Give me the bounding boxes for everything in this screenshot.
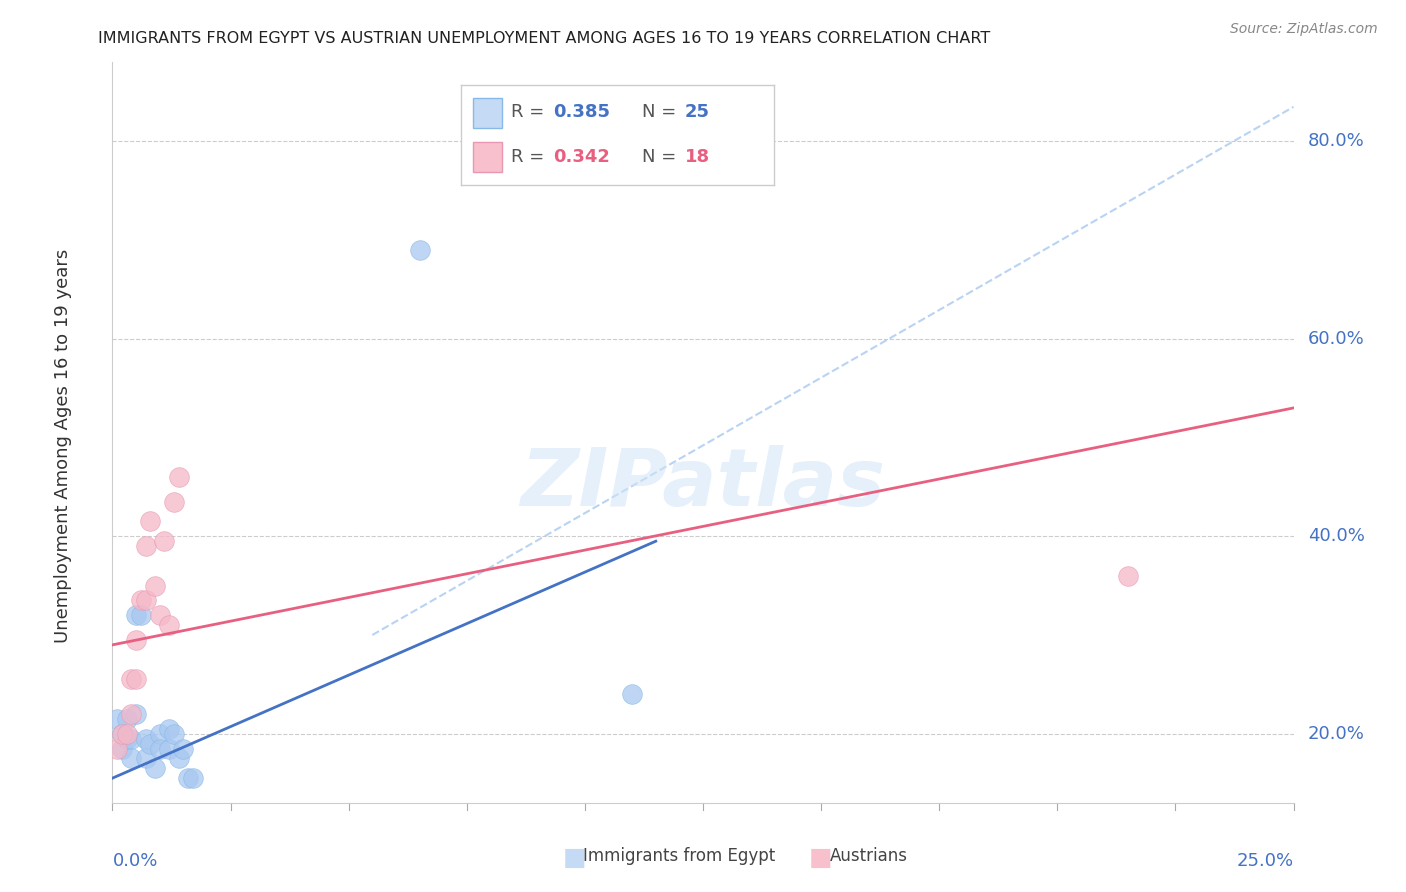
Point [115, 727, 138, 741]
Point [1116, 568, 1139, 582]
Point [111, 727, 134, 741]
Point [143, 761, 166, 775]
Point [149, 608, 172, 623]
Point [120, 731, 142, 746]
Text: 80.0%: 80.0% [1308, 132, 1364, 151]
Point [125, 632, 148, 647]
Text: 20.0%: 20.0% [1308, 724, 1365, 743]
Point [181, 771, 204, 785]
Point [115, 712, 138, 726]
Point [135, 731, 157, 746]
Text: ■: ■ [562, 847, 586, 870]
Point [125, 673, 148, 687]
Point [135, 751, 157, 765]
Text: ■: ■ [808, 847, 832, 870]
Point [167, 470, 190, 484]
Point [120, 751, 142, 765]
Point [120, 673, 142, 687]
Point [129, 593, 152, 607]
Point [177, 771, 200, 785]
Point [408, 243, 430, 257]
Point [135, 593, 157, 607]
Point [157, 618, 180, 632]
Text: IMMIGRANTS FROM EGYPT VS AUSTRIAN UNEMPLOYMENT AMONG AGES 16 TO 19 YEARS CORRELA: IMMIGRANTS FROM EGYPT VS AUSTRIAN UNEMPL… [98, 31, 991, 46]
Point [139, 737, 162, 751]
Point [111, 727, 134, 741]
Point [172, 741, 194, 756]
Text: ZIPatlas: ZIPatlas [520, 445, 886, 524]
Point [129, 608, 152, 623]
Text: 40.0%: 40.0% [1308, 527, 1365, 545]
Point [149, 741, 172, 756]
Point [153, 534, 176, 549]
Point [139, 515, 162, 529]
Point [157, 722, 180, 736]
Point [125, 706, 148, 721]
Point [143, 579, 166, 593]
Point [157, 741, 180, 756]
Point [115, 731, 138, 746]
Text: Immigrants from Egypt: Immigrants from Egypt [583, 847, 776, 865]
Point [125, 608, 148, 623]
Point [120, 706, 142, 721]
Point [105, 741, 128, 756]
Text: Source: ZipAtlas.com: Source: ZipAtlas.com [1230, 22, 1378, 37]
Point [111, 741, 134, 756]
Point [621, 687, 644, 701]
Text: 25.0%: 25.0% [1236, 852, 1294, 871]
Point [163, 727, 186, 741]
Point [149, 727, 172, 741]
Point [163, 494, 186, 508]
Point [167, 751, 190, 765]
Text: 60.0%: 60.0% [1308, 330, 1364, 348]
Text: Unemployment Among Ages 16 to 19 years: Unemployment Among Ages 16 to 19 years [55, 249, 72, 643]
Text: Austrians: Austrians [830, 847, 907, 865]
Text: 0.0%: 0.0% [112, 852, 157, 871]
Point [105, 712, 128, 726]
Point [135, 539, 157, 553]
